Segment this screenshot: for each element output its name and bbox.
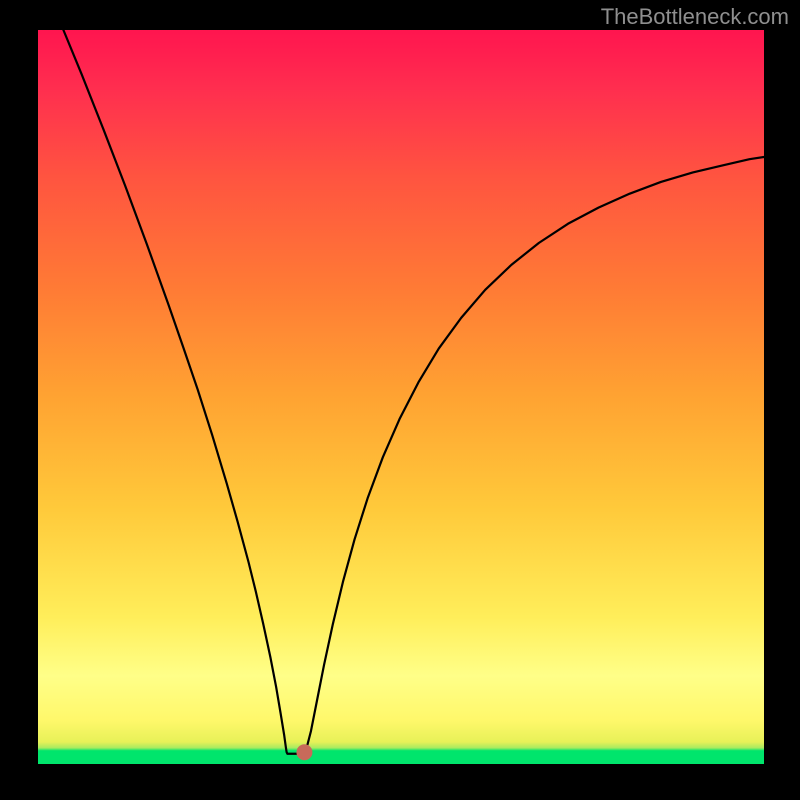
plot-area (38, 30, 764, 764)
optimum-marker (296, 744, 312, 760)
bottleneck-chart: TheBottleneck.com (0, 0, 800, 800)
attribution-text: TheBottleneck.com (601, 4, 789, 29)
